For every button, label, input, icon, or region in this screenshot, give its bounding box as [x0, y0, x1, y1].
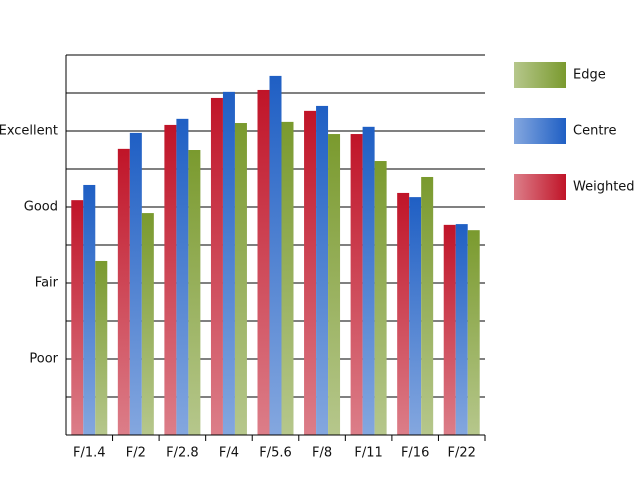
bar [455, 224, 468, 435]
bar [362, 126, 375, 435]
legend-label: Weighted [573, 180, 635, 195]
bar [443, 224, 456, 435]
bar [374, 161, 387, 435]
bar [467, 230, 480, 435]
bar [409, 197, 422, 435]
bar [269, 75, 282, 436]
legend-label: Edge [573, 68, 606, 83]
bar [281, 121, 294, 435]
x-tick-label: F/4 [219, 446, 239, 461]
legend-swatch [514, 118, 566, 144]
x-tick-label: F/2.8 [166, 446, 199, 461]
x-tick-label: F/1.4 [73, 446, 106, 461]
x-tick-label: F/22 [448, 446, 476, 461]
legend-swatch [514, 62, 566, 88]
x-tick-label: F/5.6 [259, 446, 292, 461]
bar [164, 124, 177, 436]
bar [188, 150, 201, 435]
bar [71, 200, 84, 435]
x-tick-label: F/16 [401, 446, 429, 461]
bar [95, 260, 108, 435]
x-tick-label: F/2 [126, 446, 146, 461]
legend-swatch [514, 174, 566, 200]
bar [397, 192, 410, 435]
bar [316, 105, 329, 436]
x-tick-label: F/8 [312, 446, 332, 461]
x-tick-label: F/11 [354, 446, 382, 461]
y-tick-label: Poor [29, 352, 58, 367]
bar [129, 132, 142, 435]
bar [328, 134, 341, 436]
bar [117, 148, 130, 436]
y-tick-label: Excellent [0, 124, 58, 139]
bar [421, 176, 434, 436]
bar [176, 118, 189, 435]
bar [234, 123, 247, 436]
bar [210, 97, 223, 435]
bar [83, 184, 96, 435]
bar [141, 213, 154, 435]
bar [257, 89, 270, 436]
y-tick-label: Good [24, 200, 58, 215]
y-tick-label: Fair [35, 276, 59, 291]
bar [222, 91, 235, 436]
legend-label: Centre [573, 124, 616, 139]
bar [304, 110, 317, 436]
bar [350, 134, 363, 436]
